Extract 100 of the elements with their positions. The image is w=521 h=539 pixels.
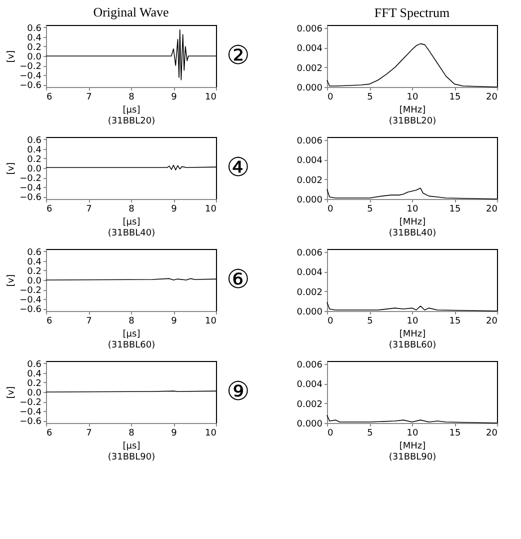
text: (31BBL90) [108,452,156,462]
y-tick-label: −0.6 [20,305,42,316]
x-tick-label: 10 [205,204,217,214]
y-tick-label: 0.004 [296,44,323,54]
x-tick-label: 0 [328,428,334,438]
x-tick-label: 10 [205,428,217,438]
y-tick-label: 0.002 [296,176,322,186]
x-tick-label: 20 [486,428,498,438]
x-tick-label: 5 [367,428,373,438]
y-tick-label: 0.002 [296,400,322,410]
x-tick-label: 0 [328,316,334,326]
y-tick-label: 0.4 [27,33,42,44]
x-tick-label: 6 [46,316,52,326]
text: (31BBL60) [388,340,436,350]
y-tick-label: 0.2 [27,42,42,53]
y-axis-title: [v] [6,274,17,287]
y-tick-label: 0.0 [27,276,42,286]
x-tick-label: 7 [86,204,92,214]
x-tick-label: 20 [486,316,498,326]
x-tick-label: 15 [449,316,461,326]
x-tick-label: 20 [486,92,498,102]
x-axis-title: [MHz] [399,218,426,228]
x-tick-label: 8 [128,92,135,102]
x-axis-title: [MHz] [399,330,426,340]
y-tick-label: 0.0 [27,52,42,62]
y-tick-label: 0.006 [296,24,323,34]
text: (31BBL40) [388,228,436,238]
x-tick-label: 20 [486,204,498,214]
y-tick-label: 0.2 [27,154,42,165]
x-axis-title: [μs] [122,330,140,340]
y-tick-label: −0.4 [20,72,42,82]
x-tick-label: 7 [86,316,92,326]
text: ② [226,41,250,71]
x-tick-label: 15 [449,92,461,102]
x-tick-label: 10 [406,316,418,326]
y-tick-label: −0.2 [20,62,42,72]
x-tick-label: 7 [86,428,92,438]
text: (31BBL20) [108,116,156,126]
text: ⑨ [226,377,250,407]
y-tick-label: 0.006 [296,360,323,370]
y-tick-label: −0.2 [20,398,42,408]
y-tick-label: −0.4 [20,184,42,194]
x-tick-label: 10 [406,92,418,102]
y-tick-label: 0.004 [296,156,323,166]
x-tick-label: 5 [367,92,373,102]
x-axis-title: [MHz] [399,442,426,452]
text: ⑥ [226,265,250,295]
x-tick-label: 9 [171,428,178,438]
y-tick-label: 0.2 [27,378,42,389]
x-tick-label: 7 [86,92,92,102]
x-tick-label: 9 [171,316,178,326]
x-tick-label: 0 [328,92,334,102]
y-tick-label: 0.4 [27,369,42,380]
y-tick-label: 0.006 [296,248,323,258]
text: (31BBL20) [388,116,436,126]
x-tick-label: 6 [46,428,52,438]
y-tick-label: −0.4 [20,408,42,418]
x-tick-label: 8 [128,204,135,214]
y-tick-label: 0.6 [27,248,42,258]
y-tick-label: −0.6 [20,417,42,428]
y-tick-label: 0.000 [296,420,323,430]
text: (31BBL40) [108,228,156,238]
y-tick-label: −0.2 [20,286,42,296]
x-tick-label: 8 [128,316,135,326]
chart-title: Original Wave [93,4,170,20]
y-tick-label: 0.004 [296,380,323,390]
x-tick-label: 10 [406,204,418,214]
y-tick-label: −0.6 [20,193,42,204]
x-tick-label: 6 [46,92,52,102]
x-axis-title: [μs] [122,218,140,228]
y-tick-label: 0.000 [296,308,323,318]
x-tick-label: 10 [406,428,418,438]
x-tick-label: 5 [367,316,373,326]
x-tick-label: 10 [205,316,217,326]
y-axis-title: [v] [6,162,17,175]
chart-title: FFT Spectrum [374,4,450,20]
y-tick-label: 0.4 [27,257,42,268]
text: (31BBL60) [108,340,156,350]
y-tick-label: 0.0 [27,164,42,174]
x-tick-label: 9 [171,204,178,214]
x-tick-label: 10 [205,92,217,102]
x-tick-label: 8 [128,428,135,438]
y-tick-label: −0.4 [20,296,42,306]
y-tick-label: 0.006 [296,136,323,146]
x-tick-label: 15 [449,428,461,438]
x-tick-label: 5 [367,204,373,214]
y-tick-label: 0.4 [27,145,42,156]
y-tick-label: 0.000 [296,196,323,206]
y-tick-label: 0.004 [296,268,323,278]
y-tick-label: 0.0 [27,388,42,398]
text: ④ [226,153,250,183]
y-tick-label: −0.6 [20,81,42,92]
y-tick-label: 0.002 [296,64,322,74]
x-tick-label: 6 [46,204,52,214]
x-tick-label: 0 [328,204,334,214]
text: (31BBL90) [388,452,436,462]
y-tick-label: 0.002 [296,288,322,298]
x-axis-title: [μs] [122,442,140,452]
y-tick-label: 0.000 [296,84,323,94]
x-axis-title: [μs] [122,106,140,116]
